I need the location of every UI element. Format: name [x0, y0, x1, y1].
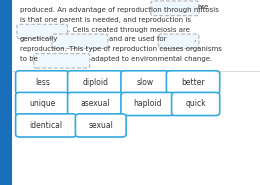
Text: are: are [198, 4, 209, 10]
FancyBboxPatch shape [17, 24, 68, 39]
FancyBboxPatch shape [172, 92, 220, 115]
FancyBboxPatch shape [52, 34, 108, 48]
Text: slow: slow [136, 78, 153, 87]
Text: genetically: genetically [20, 36, 58, 42]
Text: identical: identical [30, 121, 63, 130]
FancyBboxPatch shape [75, 114, 126, 137]
Text: less: less [35, 78, 50, 87]
FancyBboxPatch shape [68, 92, 124, 115]
FancyBboxPatch shape [151, 1, 199, 16]
Text: adapted to environmental change.: adapted to environmental change. [91, 56, 212, 62]
FancyBboxPatch shape [16, 114, 77, 137]
Text: produced. An advantage of reproduction through mitosis: produced. An advantage of reproduction t… [20, 7, 218, 13]
Text: diploid: diploid [83, 78, 109, 87]
Text: sexual: sexual [88, 121, 113, 130]
Text: better: better [181, 78, 205, 87]
Text: quick: quick [185, 100, 206, 108]
Text: asexual: asexual [81, 100, 110, 108]
Text: to be: to be [20, 56, 37, 62]
FancyBboxPatch shape [34, 54, 90, 68]
FancyBboxPatch shape [0, 0, 12, 185]
FancyBboxPatch shape [121, 92, 174, 115]
FancyBboxPatch shape [16, 92, 69, 115]
Text: unique: unique [29, 100, 55, 108]
FancyBboxPatch shape [166, 71, 220, 94]
FancyBboxPatch shape [12, 0, 260, 185]
Text: reproduction. This type of reproduction causes organisms: reproduction. This type of reproduction … [20, 46, 221, 52]
Text: is that one parent is needed, and reproduction is: is that one parent is needed, and reprod… [20, 17, 191, 23]
Text: and are used for: and are used for [109, 36, 167, 42]
Text: haploid: haploid [133, 100, 162, 108]
Text: . Cells created through meiosis are: . Cells created through meiosis are [68, 27, 190, 33]
FancyBboxPatch shape [159, 34, 199, 48]
FancyBboxPatch shape [16, 71, 69, 94]
FancyBboxPatch shape [121, 71, 169, 94]
Text: ,: , [194, 36, 196, 42]
FancyBboxPatch shape [68, 71, 124, 94]
